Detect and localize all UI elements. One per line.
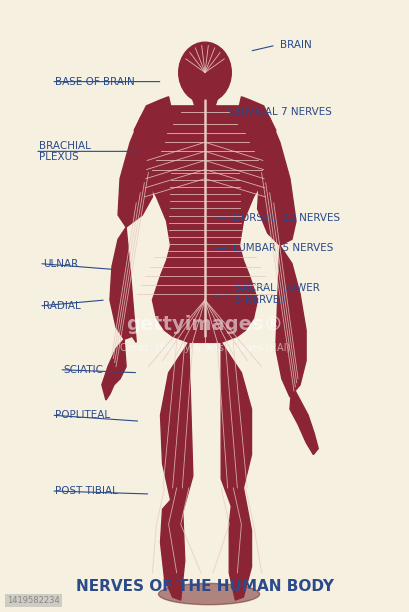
Text: BRAIN: BRAIN (279, 40, 311, 50)
Polygon shape (152, 245, 257, 342)
Text: SCIATIC: SCIATIC (63, 365, 103, 375)
Polygon shape (275, 245, 306, 397)
Polygon shape (101, 340, 126, 400)
Text: LUMBAR  5 NERVES: LUMBAR 5 NERVES (233, 244, 333, 253)
Polygon shape (289, 385, 317, 455)
Text: Credit: History & Arts Images (HAI): Credit: History & Arts Images (HAI) (119, 343, 290, 354)
Polygon shape (110, 227, 136, 342)
Text: SACRAL  LOWER
5 NERVES: SACRAL LOWER 5 NERVES (235, 283, 319, 305)
Text: CERVICAL 7 NERVES: CERVICAL 7 NERVES (227, 107, 331, 117)
Polygon shape (160, 500, 184, 600)
Text: DORSAL  12 NERVES: DORSAL 12 NERVES (233, 213, 339, 223)
Text: POST TIBIAL: POST TIBIAL (55, 486, 118, 496)
Polygon shape (229, 488, 251, 600)
Polygon shape (160, 342, 192, 512)
Text: 1419582234: 1419582234 (7, 595, 59, 605)
Ellipse shape (178, 42, 231, 103)
Polygon shape (192, 100, 217, 106)
Text: RADIAL: RADIAL (43, 301, 81, 311)
Text: POPLITEAL: POPLITEAL (55, 410, 110, 420)
Polygon shape (257, 109, 295, 245)
Text: NERVES OF THE HUMAN BODY: NERVES OF THE HUMAN BODY (76, 579, 333, 594)
Polygon shape (134, 97, 275, 245)
Text: BRACHIAL
PLEXUS: BRACHIAL PLEXUS (39, 141, 91, 162)
Text: ULNAR: ULNAR (43, 258, 78, 269)
Polygon shape (118, 109, 152, 227)
Text: gettyimages®: gettyimages® (126, 315, 283, 334)
Polygon shape (220, 342, 251, 506)
Text: BASE OF BRAIN: BASE OF BRAIN (55, 76, 135, 87)
Ellipse shape (158, 583, 259, 605)
